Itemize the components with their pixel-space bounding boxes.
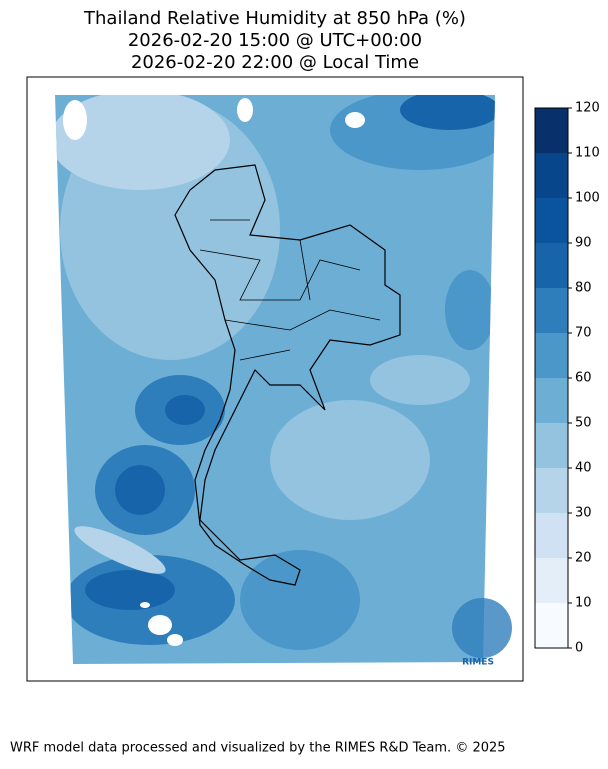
colorbar-tick-label: 50 xyxy=(575,416,592,431)
province-borders xyxy=(199,219,381,361)
colorbar-segment xyxy=(535,333,568,378)
colorbar-tick-label: 120 xyxy=(575,101,600,116)
colorbar-tick-label: 70 xyxy=(575,326,592,341)
colorbar-segment xyxy=(535,513,568,558)
title: 2026-02-20 15:00 @ UTC+00:00 xyxy=(128,30,422,51)
colorbar: 0 10 20 30 40 50 60 70 80 90 100 110 120 xyxy=(534,101,600,656)
title: Thailand Relative Humidity at 850 hPa (%… xyxy=(83,8,466,29)
colorbar-segment xyxy=(535,243,568,288)
colorbar-tick-label: 0 xyxy=(575,641,583,656)
colorbar-segment xyxy=(535,198,568,243)
logo-emblem xyxy=(452,598,512,658)
colorbar-tick-label: 110 xyxy=(575,146,600,161)
colorbar-segment xyxy=(535,108,568,153)
colorbar-tick-label: 90 xyxy=(575,236,592,251)
title: 2026-02-20 22:00 @ Local Time xyxy=(131,52,419,73)
colorbar-tick-label: 100 xyxy=(575,191,600,206)
colorbar-segment xyxy=(535,558,568,603)
colorbar-segment xyxy=(535,603,568,648)
colorbar-tick-label: 40 xyxy=(575,461,592,476)
colorbar-segment xyxy=(535,153,568,198)
country-outline xyxy=(174,164,401,586)
colorbar-tick-label: 80 xyxy=(575,281,592,296)
colorbar-segment xyxy=(535,288,568,333)
map: RIMES xyxy=(26,76,524,682)
colorbar-segment xyxy=(535,468,568,513)
colorbar-tick-label: 10 xyxy=(575,596,592,611)
colorbar-segment xyxy=(535,378,568,423)
colorbar-tick-label: 20 xyxy=(575,551,592,566)
map-frame xyxy=(26,76,524,682)
logo-text: RIMES xyxy=(462,658,494,668)
colorbar-segment xyxy=(535,423,568,468)
colorbar-tick-label: 30 xyxy=(575,506,592,521)
colorbar-tick-label: 60 xyxy=(575,371,592,386)
footer: WRF model data processed and visualized … xyxy=(10,741,506,756)
